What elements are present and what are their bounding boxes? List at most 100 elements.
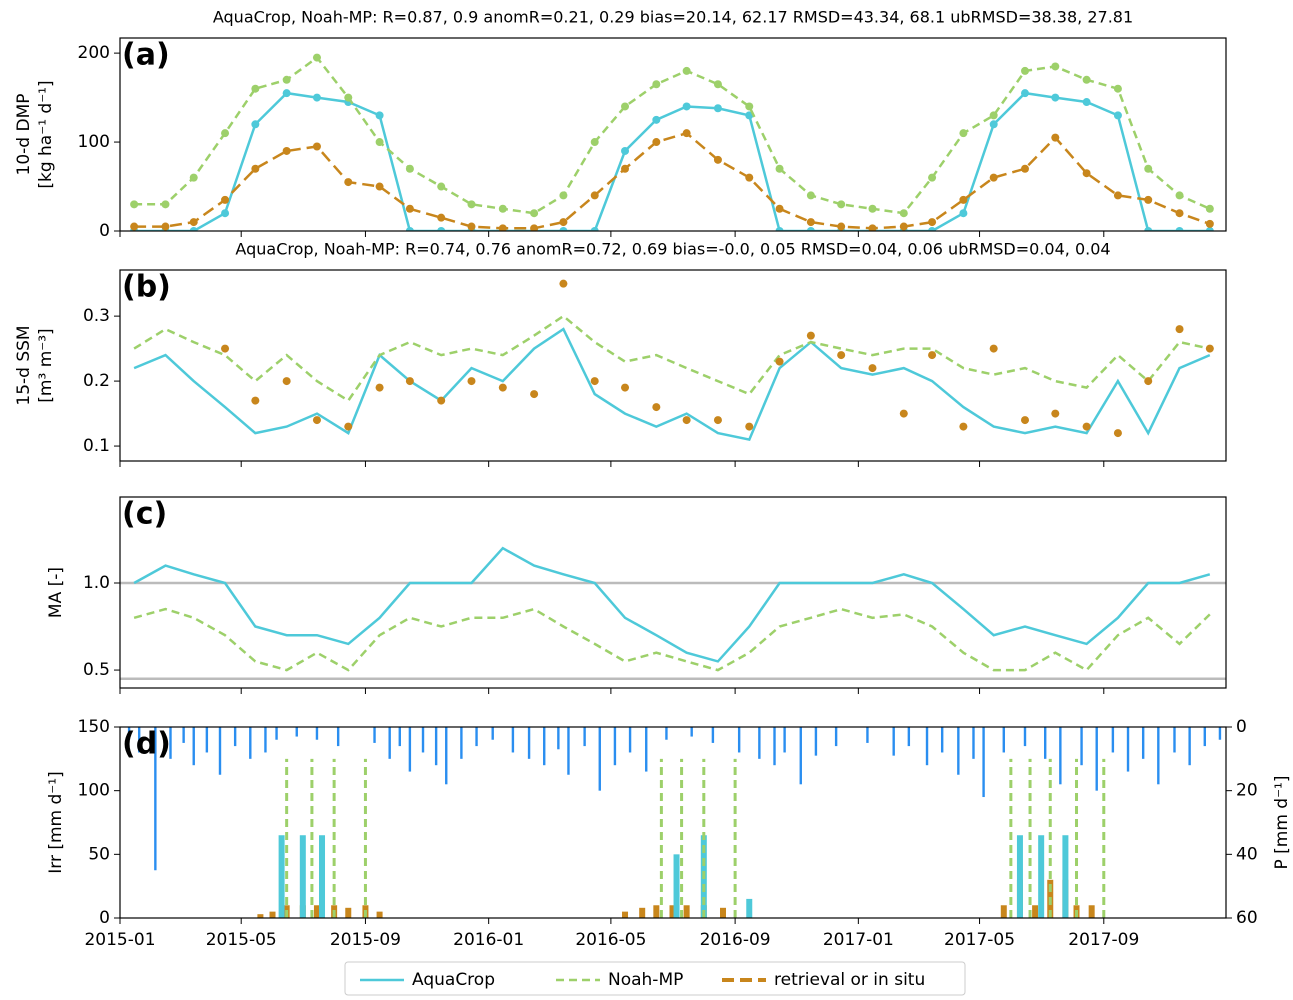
y2-tick-label: 40 <box>1236 844 1258 864</box>
y-tick-label: 0 <box>99 221 110 241</box>
series-line <box>133 327 1211 442</box>
bar <box>1088 905 1095 918</box>
bar <box>543 727 546 766</box>
bar <box>669 905 676 918</box>
data-point <box>806 191 815 200</box>
data-point <box>868 224 877 231</box>
bar <box>205 727 209 753</box>
y2-axis-label: P [mm d⁻¹] <box>1272 775 1292 869</box>
data-point <box>590 227 599 231</box>
bar <box>275 727 278 740</box>
data-point <box>1082 98 1091 107</box>
bar <box>1062 835 1069 918</box>
data-point <box>559 279 568 288</box>
data-point <box>312 53 321 62</box>
data-point <box>1082 169 1091 178</box>
bar <box>673 854 680 918</box>
bar <box>388 727 391 759</box>
bar <box>719 907 726 918</box>
data-point <box>928 173 937 182</box>
bar <box>1016 835 1023 918</box>
data-point <box>1051 62 1060 71</box>
data-point <box>1082 75 1091 84</box>
data-point <box>682 102 691 111</box>
legend-label: Noah-MP <box>608 970 683 990</box>
bar <box>398 727 401 747</box>
data-point <box>221 209 230 218</box>
bar <box>758 727 761 759</box>
bar <box>336 727 340 747</box>
legend: AquaCrop Noah-MP retrieval or in situ <box>344 961 966 996</box>
bar <box>192 727 195 766</box>
bar <box>940 727 944 753</box>
data-point <box>621 146 630 155</box>
data-point <box>189 218 198 227</box>
bar <box>345 907 352 918</box>
panel: AquaCrop, Noah-MP: R=0.87, 0.9 anomR=0.2… <box>14 8 1227 241</box>
data-point <box>652 80 661 89</box>
data-point <box>251 84 260 93</box>
y-axis-label: MA [-] <box>46 567 66 618</box>
data-point <box>375 383 384 392</box>
bar <box>1141 727 1145 759</box>
bar <box>408 727 412 772</box>
panel-label: (b) <box>122 270 171 305</box>
series-line <box>133 546 1211 663</box>
bar <box>249 727 252 759</box>
y-tick-label: 1.0 <box>83 573 110 593</box>
bar <box>527 727 531 759</box>
data-point <box>559 191 568 200</box>
data-point <box>928 218 937 227</box>
bar <box>264 727 267 753</box>
bar <box>907 727 911 747</box>
data-point <box>652 115 661 124</box>
data-point <box>806 218 815 227</box>
data-point <box>437 227 446 231</box>
data-point <box>621 164 630 173</box>
data-point <box>590 377 599 386</box>
data-point <box>1205 344 1214 353</box>
data-point <box>1175 209 1184 218</box>
y-tick-label: 100 <box>78 132 110 152</box>
bar <box>1188 727 1191 766</box>
bar <box>628 727 632 753</box>
data-point <box>312 93 321 102</box>
data-point <box>959 129 968 138</box>
data-point <box>682 416 691 425</box>
data-point <box>1021 89 1030 98</box>
y-axis-label: 10-d DMP <box>14 94 34 176</box>
data-point <box>682 129 691 138</box>
bar <box>445 727 448 785</box>
data-point <box>775 357 784 366</box>
data-point <box>437 396 446 405</box>
data-point <box>1051 93 1060 102</box>
data-point <box>1051 133 1060 142</box>
bar <box>982 727 985 798</box>
data-point <box>1144 227 1153 231</box>
bar <box>1023 727 1027 747</box>
data-point <box>251 120 260 129</box>
bar <box>690 727 693 737</box>
y-tick-label: 200 <box>78 43 110 63</box>
axes-frame <box>119 726 1227 919</box>
bar <box>1002 727 1005 753</box>
bar <box>1095 727 1098 791</box>
plot-area <box>130 53 1214 231</box>
bar <box>1044 727 1047 759</box>
data-point <box>621 383 630 392</box>
bar <box>773 727 776 766</box>
y-tick-label: 0.2 <box>83 371 110 391</box>
axes-frame <box>119 269 1227 462</box>
bar <box>1173 727 1176 753</box>
data-point <box>189 227 198 231</box>
data-point <box>130 200 139 209</box>
bar <box>557 727 560 750</box>
data-point <box>1175 325 1184 334</box>
data-point <box>745 111 754 120</box>
bar <box>783 727 786 753</box>
data-point <box>1144 164 1153 173</box>
data-point <box>1051 409 1060 418</box>
bar <box>137 727 141 753</box>
